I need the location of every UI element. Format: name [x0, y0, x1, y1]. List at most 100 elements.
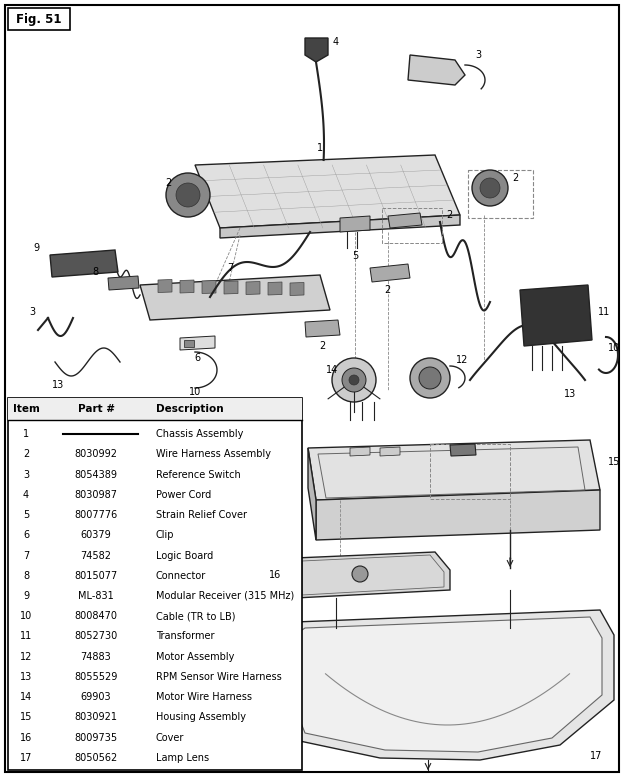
Text: 9: 9	[23, 591, 29, 601]
Polygon shape	[180, 280, 194, 293]
Text: 6: 6	[23, 530, 29, 540]
Polygon shape	[290, 617, 602, 752]
Text: Description: Description	[156, 404, 223, 414]
Text: 10: 10	[608, 343, 620, 353]
Text: 5: 5	[352, 251, 358, 261]
Bar	[184, 340, 194, 347]
Text: 8055529: 8055529	[74, 672, 118, 682]
Text: Chassis Assembly: Chassis Assembly	[156, 429, 243, 439]
Text: 69903: 69903	[80, 692, 111, 702]
Text: 4: 4	[23, 490, 29, 500]
Text: 8: 8	[92, 267, 98, 277]
Text: 7: 7	[23, 551, 29, 560]
Text: 8052730: 8052730	[74, 632, 118, 642]
Polygon shape	[370, 264, 410, 282]
Text: 15: 15	[20, 713, 32, 723]
Polygon shape	[140, 275, 330, 320]
Text: 16: 16	[20, 733, 32, 743]
Polygon shape	[180, 336, 215, 350]
Text: 7: 7	[227, 263, 233, 273]
Text: Connector: Connector	[156, 571, 207, 580]
Text: Modular Receiver (315 MHz): Modular Receiver (315 MHz)	[156, 591, 295, 601]
Text: 4: 4	[333, 37, 339, 47]
Text: Motor Wire Harness: Motor Wire Harness	[156, 692, 252, 702]
Text: 74582: 74582	[80, 551, 112, 560]
Circle shape	[472, 170, 508, 206]
Polygon shape	[316, 490, 600, 540]
Text: 8030987: 8030987	[74, 490, 117, 500]
Circle shape	[419, 367, 441, 389]
Text: ML-831: ML-831	[78, 591, 114, 601]
Text: Power Cord: Power Cord	[156, 490, 212, 500]
Polygon shape	[350, 447, 370, 456]
Text: 5: 5	[23, 510, 29, 520]
Polygon shape	[108, 276, 139, 290]
Text: 17: 17	[20, 753, 32, 763]
Bar	[468, 170, 533, 218]
Text: Housing Assembly: Housing Assembly	[156, 713, 246, 723]
Circle shape	[410, 358, 450, 398]
Text: 16: 16	[269, 570, 281, 580]
Text: 3: 3	[23, 469, 29, 479]
Bar	[382, 208, 442, 243]
Text: 17: 17	[590, 751, 602, 761]
Polygon shape	[202, 280, 216, 294]
Text: 2: 2	[446, 210, 452, 220]
Bar	[8, 398, 302, 420]
Polygon shape	[388, 213, 422, 228]
Text: 2: 2	[512, 173, 519, 183]
Text: 8009735: 8009735	[74, 733, 117, 743]
Bar	[8, 398, 302, 770]
Text: Part #: Part #	[77, 404, 114, 414]
Text: Clip: Clip	[156, 530, 175, 540]
Text: 10: 10	[20, 611, 32, 622]
Text: 6: 6	[194, 353, 200, 363]
Polygon shape	[520, 285, 592, 346]
Text: 9: 9	[33, 243, 39, 253]
Text: 13: 13	[52, 380, 64, 390]
Text: 14: 14	[20, 692, 32, 702]
Polygon shape	[268, 282, 282, 295]
Text: 12: 12	[456, 355, 469, 365]
Bar	[430, 444, 510, 499]
Polygon shape	[308, 448, 316, 540]
Text: 8007776: 8007776	[74, 510, 118, 520]
Text: 13: 13	[564, 389, 576, 399]
Text: 2: 2	[165, 178, 171, 188]
Polygon shape	[295, 552, 450, 598]
Text: Reference Switch: Reference Switch	[156, 469, 241, 479]
Text: 8015077: 8015077	[74, 571, 118, 580]
Text: Wire Harness Assembly: Wire Harness Assembly	[156, 449, 271, 459]
Text: 1: 1	[317, 143, 323, 153]
Text: Fig. 51: Fig. 51	[16, 13, 62, 26]
Polygon shape	[195, 155, 460, 228]
Text: 10: 10	[189, 387, 201, 397]
Circle shape	[349, 375, 359, 385]
Text: Strain Relief Cover: Strain Relief Cover	[156, 510, 247, 520]
Polygon shape	[305, 38, 328, 62]
Text: 14: 14	[326, 365, 338, 375]
Polygon shape	[220, 215, 460, 238]
Text: Cable (TR to LB): Cable (TR to LB)	[156, 611, 235, 622]
Circle shape	[352, 566, 368, 582]
Text: Motor Assembly: Motor Assembly	[156, 652, 235, 662]
Text: 8: 8	[23, 571, 29, 580]
Text: Logic Board: Logic Board	[156, 551, 213, 560]
Text: 1: 1	[23, 429, 29, 439]
Polygon shape	[246, 281, 260, 294]
Text: RPM Sensor Wire Harness: RPM Sensor Wire Harness	[156, 672, 282, 682]
Text: 13: 13	[20, 672, 32, 682]
Text: Lamp Lens: Lamp Lens	[156, 753, 209, 763]
Text: 15: 15	[608, 457, 620, 467]
Text: Item: Item	[12, 404, 39, 414]
Text: 2: 2	[319, 341, 325, 351]
Text: 12: 12	[20, 652, 32, 662]
Text: 2: 2	[23, 449, 29, 459]
Polygon shape	[290, 283, 304, 295]
Text: 3: 3	[475, 50, 481, 60]
Polygon shape	[50, 250, 118, 277]
Polygon shape	[305, 320, 340, 337]
Text: 74883: 74883	[80, 652, 111, 662]
Text: Transformer: Transformer	[156, 632, 215, 642]
Polygon shape	[278, 610, 614, 760]
